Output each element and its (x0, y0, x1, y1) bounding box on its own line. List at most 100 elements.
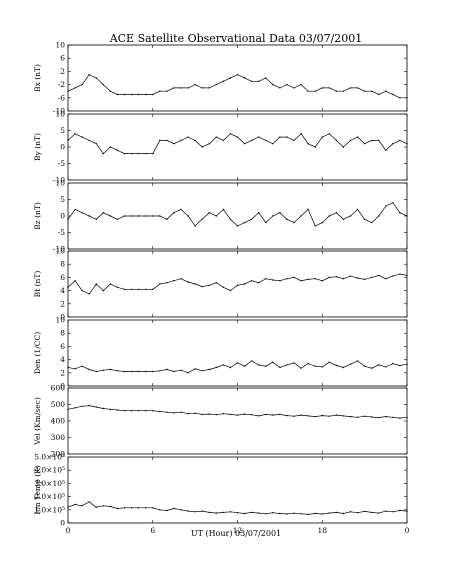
data-point (137, 152, 140, 155)
data-point (123, 152, 126, 155)
y-tick-label: 10 (55, 247, 65, 256)
data-point (335, 364, 338, 367)
data-point (406, 97, 408, 99)
data-point (363, 278, 366, 281)
data-point (258, 512, 260, 514)
panel-7: 5.0×10⁵ 4.0×10⁵ 3.0×10⁵ 2.0×10⁵ 1.0×10⁵ 0 Ion … (33, 453, 408, 528)
data-point (385, 149, 387, 151)
data-point (208, 284, 210, 286)
data-point (215, 512, 217, 514)
data-point (328, 215, 330, 217)
data-point (399, 212, 401, 214)
y-tick-label: 8 (60, 260, 65, 269)
data-point (335, 511, 338, 514)
data-point (293, 87, 295, 89)
data-point (392, 143, 394, 145)
data-point (180, 87, 182, 89)
data-point (279, 512, 281, 515)
data-point (250, 80, 253, 83)
data-point (187, 372, 189, 374)
data-point (152, 370, 154, 373)
data-point (81, 365, 83, 367)
x-tick-label: 12 (233, 526, 243, 535)
data-point (279, 413, 281, 416)
y-axis-label: Bt (nT) (33, 271, 42, 298)
data-point (293, 276, 295, 279)
data-point (215, 136, 217, 138)
data-point (88, 501, 90, 503)
data-point (399, 273, 401, 275)
data-point (166, 509, 168, 512)
data-point (215, 83, 217, 86)
data-point (265, 365, 267, 367)
data-point (342, 146, 345, 148)
data-point (392, 275, 394, 277)
data-point (152, 507, 154, 509)
y-axis-label: Ion Temp (K) (33, 465, 42, 514)
data-point (123, 507, 126, 509)
data-point (180, 369, 182, 371)
data-point (307, 513, 309, 516)
data-point (363, 510, 366, 513)
data-point (208, 87, 210, 89)
data-point (88, 404, 90, 407)
data-point (95, 218, 98, 220)
y-tick-label: 6 (60, 54, 65, 63)
y-axis-label: Bz (nT) (33, 202, 42, 230)
data-point (293, 415, 295, 417)
data-point (145, 288, 147, 290)
data-point (166, 218, 168, 220)
data-point (349, 215, 352, 217)
data-point (371, 511, 373, 514)
data-point (272, 143, 274, 145)
y-tick-label: -10 (53, 176, 65, 185)
data-point (109, 408, 112, 410)
data-point (356, 87, 359, 89)
y-tick-label: 5 (60, 126, 65, 135)
chart-title: ACE Satellite Observational Data 03/07/2… (109, 32, 363, 45)
data-point (272, 279, 274, 281)
y-tick-label: -6 (58, 93, 66, 102)
data-point (116, 409, 119, 411)
data-point (67, 408, 69, 410)
data-point (180, 208, 182, 211)
panel-frame (67, 250, 408, 318)
data-point (371, 276, 373, 279)
data-point (95, 506, 98, 508)
data-point (102, 212, 105, 214)
data-point (385, 415, 387, 418)
data-point (236, 414, 239, 416)
data-point (258, 415, 260, 417)
data-point (321, 87, 323, 89)
data-point (159, 370, 161, 372)
data-point (137, 93, 140, 96)
data-point (378, 93, 380, 96)
data-point (356, 208, 359, 211)
x-axis-label: UT (Hour) 03/07/2001 (191, 529, 281, 538)
data-point (328, 361, 330, 363)
data-point (363, 365, 366, 367)
data-point (88, 368, 90, 371)
data-point (145, 507, 147, 509)
data-point (201, 87, 203, 89)
data-point (208, 368, 210, 371)
data-point (208, 413, 210, 415)
data-point (328, 415, 330, 417)
data-point (243, 365, 246, 367)
data-point (208, 511, 210, 514)
data-point (88, 215, 90, 217)
data-point (349, 511, 352, 513)
data-point (258, 136, 260, 138)
data-point (236, 136, 239, 138)
data-point (229, 366, 232, 369)
data-point (116, 218, 119, 220)
data-point (279, 366, 281, 369)
data-point (272, 215, 274, 217)
y-tick-label: 0 (60, 382, 65, 391)
data-point (208, 212, 210, 214)
y-tick-label: 2 (60, 299, 65, 308)
data-point (166, 411, 168, 413)
data-point (243, 512, 246, 515)
data-point (406, 143, 408, 145)
y-tick-label: 0 (60, 313, 65, 322)
